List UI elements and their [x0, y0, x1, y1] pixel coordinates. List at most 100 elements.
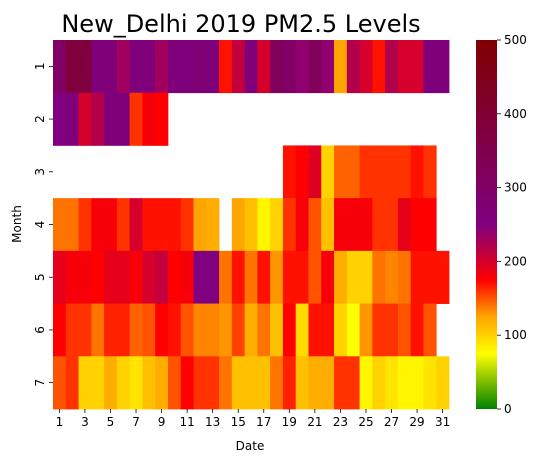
heatmap-cell	[206, 303, 220, 357]
heatmap-cell	[142, 250, 156, 304]
heatmap-cell	[436, 356, 450, 410]
heatmap-cell	[116, 40, 131, 94]
heatmap-cell	[257, 250, 271, 304]
heatmap-cell	[193, 356, 207, 410]
heatmap-cell	[244, 250, 258, 304]
heatmap-cell	[167, 356, 182, 410]
y-tick-label: 6	[33, 326, 47, 334]
heatmap-cell	[206, 40, 220, 94]
heatmap-cell	[397, 356, 412, 410]
heatmap-cell	[308, 145, 322, 199]
heatmap-cell	[321, 356, 335, 410]
heatmap-cell	[334, 145, 348, 199]
heatmap-cell	[372, 356, 386, 410]
heatmap-cell	[53, 198, 67, 252]
heatmap-cell	[397, 198, 412, 252]
heatmap-cell	[104, 198, 118, 252]
heatmap-cell	[295, 250, 309, 304]
heatmap-cell	[78, 303, 92, 357]
y-tick-label: 3	[33, 168, 47, 176]
colorbar-gradient	[476, 40, 497, 409]
colorbar-tick-label: 500	[504, 33, 527, 47]
heatmap-cell	[334, 250, 348, 304]
heatmap-cell	[308, 303, 322, 357]
heatmap-cell	[129, 40, 143, 94]
heatmap-cell	[308, 250, 322, 304]
x-tick-label: 9	[158, 415, 166, 429]
heatmap-cell	[321, 40, 335, 94]
heatmap-cell	[116, 356, 131, 410]
heatmap-cell	[282, 198, 297, 252]
heatmap-cell	[231, 198, 246, 252]
heatmap-cell	[346, 250, 360, 304]
heatmap-cell	[167, 250, 182, 304]
heatmap-cell	[78, 250, 92, 304]
heatmap-cell	[346, 356, 360, 410]
x-axis-label: Date	[236, 439, 265, 453]
heatmap-cell	[270, 40, 284, 94]
x-tick-label: 11	[179, 415, 194, 429]
heatmap-cell	[78, 356, 92, 410]
heatmap-cell	[282, 145, 297, 199]
heatmap-cell	[334, 303, 348, 357]
heatmap-cell	[295, 356, 309, 410]
heatmap-cell	[116, 198, 131, 252]
heatmap-cell	[180, 356, 194, 410]
heatmap-cells	[53, 40, 450, 410]
x-tick-label: 5	[107, 415, 115, 429]
x-axis: 1 3 5 7 9 11 13 15 17 19 21 23 25 27 29 31	[56, 409, 450, 429]
heatmap-cell	[410, 356, 424, 410]
heatmap-cell	[219, 303, 233, 357]
heatmap-cell	[206, 356, 220, 410]
x-tick-label: 25	[358, 415, 373, 429]
heatmap-cell	[346, 303, 360, 357]
heatmap-cell	[193, 250, 207, 304]
heatmap-cell	[91, 40, 105, 94]
heatmap-cell	[385, 198, 399, 252]
x-tick-label: 1	[56, 415, 64, 429]
heatmap-cell	[65, 40, 79, 94]
heatmap-cell	[321, 303, 335, 357]
heatmap-cell	[244, 356, 258, 410]
heatmap-cell	[410, 145, 424, 199]
heatmap-cell	[397, 303, 412, 357]
heatmap-cell	[385, 356, 399, 410]
x-tick-label: 19	[282, 415, 297, 429]
heatmap-cell	[91, 356, 105, 410]
heatmap-cell	[155, 303, 169, 357]
x-tick-label: 23	[333, 415, 348, 429]
heatmap-cell	[372, 250, 386, 304]
heatmap-cell	[244, 198, 258, 252]
heatmap-cell	[116, 250, 131, 304]
heatmap-cell	[346, 40, 360, 94]
heatmap-cell	[219, 40, 233, 94]
heatmap-cell	[423, 356, 437, 410]
heatmap-cell	[104, 356, 118, 410]
heatmap-cell	[423, 145, 437, 199]
y-tick-label: 1	[33, 63, 47, 71]
heatmap-cell	[321, 250, 335, 304]
heatmap-cell	[359, 303, 373, 357]
colorbar: 0 100 200 300 400 500	[476, 33, 527, 416]
y-tick-label: 4	[33, 221, 47, 229]
heatmap-cell	[193, 40, 207, 94]
x-tick-label: 21	[307, 415, 322, 429]
heatmap-cell	[231, 250, 246, 304]
heatmap-cell	[193, 198, 207, 252]
heatmap-cell	[155, 40, 169, 94]
heatmap-cell	[397, 145, 412, 199]
heatmap-cell	[321, 145, 335, 199]
heatmap-cell	[91, 303, 105, 357]
heatmap-cell	[423, 198, 437, 252]
heatmap-cell	[397, 250, 412, 304]
heatmap-cell	[91, 198, 105, 252]
x-tick-label: 17	[256, 415, 271, 429]
heatmap-cell	[270, 250, 284, 304]
colorbar-tick-label: 200	[504, 254, 527, 268]
heatmap-cell	[257, 303, 271, 357]
heatmap-cell	[231, 40, 246, 94]
heatmap-cell	[219, 356, 233, 410]
heatmap-cell	[155, 356, 169, 410]
heatmap-cell	[53, 92, 67, 146]
